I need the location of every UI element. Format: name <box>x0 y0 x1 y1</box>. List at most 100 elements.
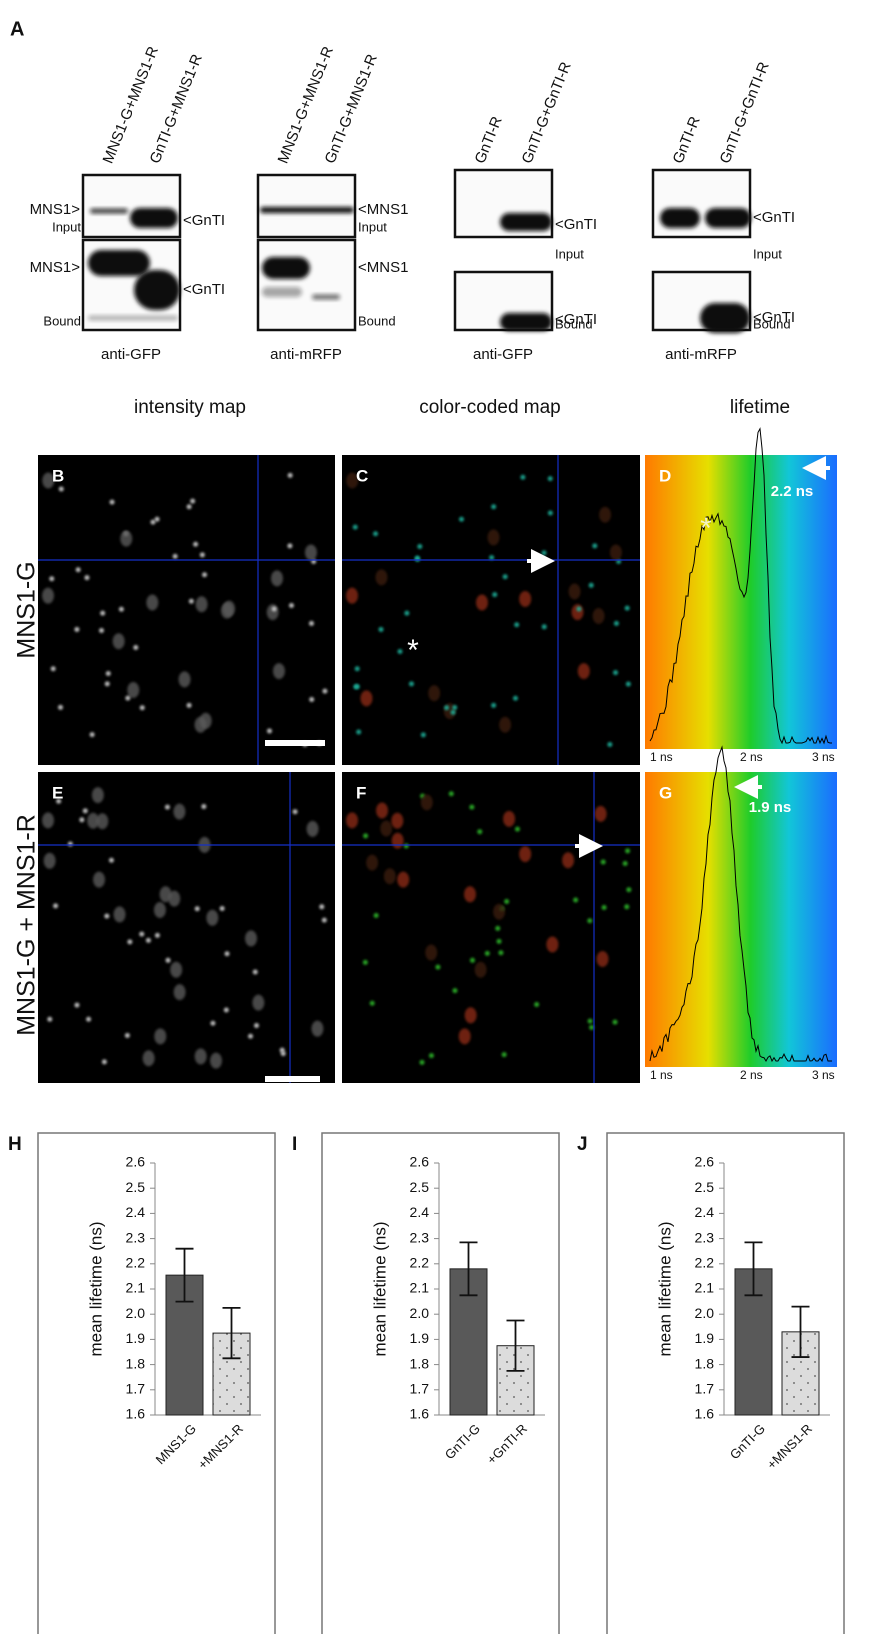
cell-spot <box>624 605 630 611</box>
cell-spot <box>96 813 109 830</box>
cell-spot <box>84 575 90 581</box>
cell-spot <box>252 969 258 975</box>
y-tick-label: 1.6 <box>695 1406 715 1422</box>
cell-spot <box>577 663 590 680</box>
y-tick-label: 1.9 <box>126 1330 146 1346</box>
lane-label: GnTI-G+GnTI-R <box>717 59 773 166</box>
cell-spot <box>113 906 126 923</box>
blot-band <box>88 315 178 321</box>
y-tick-label: 2.2 <box>126 1255 146 1271</box>
row-label: MNS1-G + MNS1-R <box>13 814 41 1036</box>
cell-spot <box>596 951 609 968</box>
lane-label: GnTI-R <box>472 114 506 166</box>
lifetime-axis-label: 1 ns <box>650 1068 673 1082</box>
cell-spot <box>519 590 532 607</box>
column-header: color-coded map <box>419 397 561 418</box>
cell-spot <box>607 741 613 747</box>
cell-spot <box>613 670 619 676</box>
blot-band <box>500 213 552 231</box>
cell-spot <box>67 841 73 847</box>
cell-spot <box>199 552 205 558</box>
cell-spot <box>625 681 631 687</box>
cell-spot <box>592 607 605 624</box>
column-header: intensity map <box>134 397 246 418</box>
cell-spot <box>308 620 314 626</box>
y-tick-label: 2.5 <box>126 1179 146 1195</box>
cell-spot <box>150 519 156 525</box>
cell-spot <box>101 1059 107 1065</box>
cell-spot <box>254 1023 260 1029</box>
asterisk: * <box>700 512 712 545</box>
blot <box>81 173 182 239</box>
antibody-label: anti-mRFP <box>270 346 342 363</box>
cell-spot <box>245 930 258 947</box>
blot-label: Bound <box>43 313 81 328</box>
cell-spot <box>42 472 55 489</box>
y-tick-label: 1.7 <box>126 1381 146 1397</box>
cell-spot <box>74 626 80 632</box>
cell-spot <box>376 802 389 819</box>
y-tick-label: 2.2 <box>410 1255 430 1271</box>
lifetime-annotation: 2.2 ns <box>771 483 814 500</box>
cell-spot <box>369 1000 375 1006</box>
band-label: MNS1> <box>30 259 81 276</box>
cell-spot <box>417 544 423 550</box>
cell-spot <box>568 583 581 600</box>
blot-band <box>262 287 302 297</box>
cell-spot <box>499 716 512 733</box>
x-tick-label: MNS1-G <box>153 1421 199 1467</box>
cell-spot <box>576 606 582 612</box>
cell-spot <box>503 810 516 827</box>
cell-spot <box>145 937 151 943</box>
cell-spot <box>587 918 593 924</box>
scale-bar <box>265 1076 320 1082</box>
cell-spot <box>164 804 170 810</box>
band-label: <GnTI <box>555 311 597 328</box>
cell-spot <box>127 939 133 945</box>
panel-label: G <box>659 783 672 802</box>
cell-spot <box>75 567 81 573</box>
cell-spot <box>469 957 475 963</box>
cell-spot <box>306 820 319 837</box>
cell-spot <box>403 843 409 849</box>
y-tick-label: 1.8 <box>126 1355 146 1371</box>
panel-label: D <box>659 466 671 485</box>
y-tick-label: 2.6 <box>410 1154 430 1170</box>
cell-spot <box>624 904 630 910</box>
cell-spot <box>444 705 450 711</box>
blot-band <box>705 208 751 228</box>
column-header: lifetime <box>730 397 790 418</box>
cell-spot <box>547 476 553 482</box>
cell-spot <box>271 606 277 612</box>
cell-spot <box>547 510 553 516</box>
cell-spot <box>309 697 315 703</box>
cell-spot <box>98 628 104 634</box>
cell-spot <box>420 794 433 811</box>
x-tick-label: +MNS1-R <box>195 1421 246 1472</box>
y-tick-label: 1.9 <box>410 1330 430 1346</box>
cell-spot <box>173 803 186 820</box>
cell-spot <box>165 957 171 963</box>
cell-spot <box>172 553 178 559</box>
cell-spot <box>435 964 441 970</box>
cell-spot <box>190 498 196 504</box>
cell-spot <box>625 848 631 854</box>
cell-spot <box>170 961 183 978</box>
cell-spot <box>495 925 501 931</box>
cell-spot <box>53 903 59 909</box>
y-tick-label: 2.6 <box>126 1154 146 1170</box>
cell-spot <box>287 472 293 478</box>
lifetime-trace <box>649 427 832 745</box>
cell-spot <box>47 1016 53 1022</box>
blot-band <box>262 257 310 279</box>
cell-spot <box>93 871 106 888</box>
cell-spot <box>491 504 497 510</box>
y-tick-label: 2.6 <box>695 1154 715 1170</box>
cell-spot <box>375 569 388 586</box>
cell-spot <box>601 905 607 911</box>
cell-spot <box>383 868 396 885</box>
lifetime-trace <box>649 745 832 1063</box>
cell-spot <box>173 984 186 1001</box>
cell-spot <box>199 712 212 729</box>
cell-spot <box>391 832 404 849</box>
